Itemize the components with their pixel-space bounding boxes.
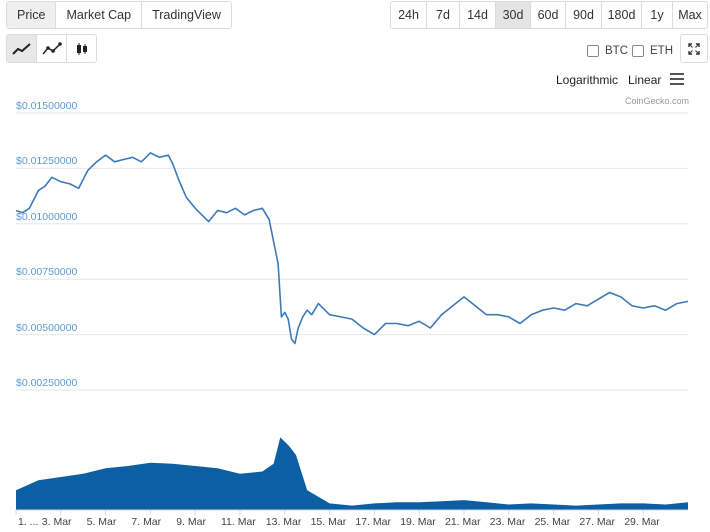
x-tick-label: 19. Mar xyxy=(400,516,436,528)
y-tick-label: $0.01000000 xyxy=(16,210,78,223)
tab-market-cap[interactable]: Market Cap xyxy=(56,2,143,28)
range-60d[interactable]: 60d xyxy=(531,2,566,28)
candlestick-chart-icon[interactable] xyxy=(67,35,96,62)
x-tick-label: 5. Mar xyxy=(86,516,117,528)
range-14d[interactable]: 14d xyxy=(460,2,496,28)
fullscreen-expand-icon[interactable] xyxy=(680,34,708,63)
compare-btc-checkbox[interactable]: BTC xyxy=(587,45,628,57)
y-tick-label: $0.01250000 xyxy=(16,155,78,168)
x-tick-label: 25. Mar xyxy=(534,516,571,528)
smooth-line-chart-icon[interactable] xyxy=(37,35,67,62)
line-chart-icon[interactable] xyxy=(7,35,37,62)
tab-price[interactable]: Price xyxy=(7,2,57,28)
x-tick-label: 17. Mar xyxy=(355,516,391,528)
range-1y[interactable]: 1y xyxy=(642,2,673,28)
logarithmic-scale-button[interactable]: Logarithmic xyxy=(556,73,619,87)
y-tick-label: $0.00500000 xyxy=(16,321,78,334)
compare-eth-label: ETH xyxy=(650,45,673,57)
chart-menu-icon[interactable] xyxy=(670,73,684,85)
y-tick-label: $0.00250000 xyxy=(16,377,78,389)
range-24h[interactable]: 24h xyxy=(391,2,427,28)
compare-eth-checkbox[interactable]: ETH xyxy=(632,45,673,57)
x-tick-label: 21. Mar xyxy=(445,516,481,528)
x-tick-label: 13. Mar xyxy=(265,516,302,528)
compare-btc-label: BTC xyxy=(605,45,628,57)
x-tick-label: 3. Mar xyxy=(41,516,72,528)
x-tick-label: 11. Mar xyxy=(221,516,256,528)
y-tick-label: $0.01500000 xyxy=(16,100,78,112)
y-tick-label: $0.00750000 xyxy=(16,266,78,279)
x-tick-label: 1. ... xyxy=(18,516,39,528)
checkbox-box xyxy=(632,45,644,57)
x-tick-label: 7. Mar xyxy=(131,516,162,528)
range-max[interactable]: Max xyxy=(678,8,702,22)
x-tick-label: 9. Mar xyxy=(176,516,206,528)
x-tick-label: 27. Mar xyxy=(579,516,615,528)
x-tick-label: 15. Mar xyxy=(310,516,347,528)
x-tick-label: 23. Mar xyxy=(489,516,526,528)
range-7d[interactable]: 7d xyxy=(427,2,460,28)
volume-area xyxy=(16,437,688,510)
range-90d[interactable]: 90d xyxy=(566,2,602,28)
checkbox-box xyxy=(587,45,599,57)
linear-scale-button[interactable]: Linear xyxy=(628,73,662,87)
range-180d[interactable]: 180d xyxy=(602,2,642,28)
tab-tradingview[interactable]: TradingView xyxy=(152,8,221,22)
time-range-selector: 24h 7d 14d 30d 60d 90d 180d 1y Max xyxy=(390,1,708,29)
range-30d[interactable]: 30d xyxy=(496,2,531,28)
price-line xyxy=(15,152,689,345)
x-tick-label: 29. Mar xyxy=(624,516,660,528)
chart-tabs: Price Market Cap TradingView xyxy=(6,1,232,29)
chart-type-selector xyxy=(6,34,97,63)
chart-credits: CoinGecko.com xyxy=(624,96,689,106)
